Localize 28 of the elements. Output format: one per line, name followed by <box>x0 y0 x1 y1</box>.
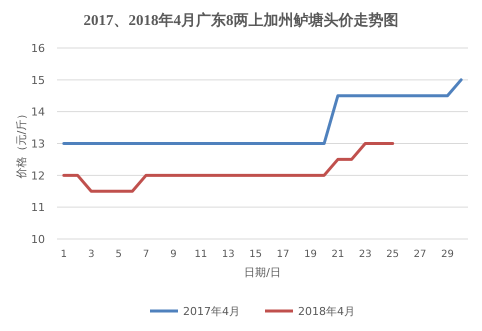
y-tick-label: 16 <box>31 42 45 55</box>
x-tick-label: 27 <box>414 249 426 260</box>
x-tick-label: 29 <box>441 249 454 260</box>
y-axis-title: 价格（元/斤） <box>15 108 28 180</box>
y-tick-label: 15 <box>31 74 45 87</box>
x-tick-label: 5 <box>115 249 122 260</box>
legend-label: 2018年4月 <box>298 305 355 318</box>
x-tick-label: 11 <box>194 249 208 260</box>
y-tick-label: 13 <box>31 138 45 150</box>
x-tick-label: 23 <box>358 249 372 260</box>
x-axis-title: 日期/日 <box>244 266 281 279</box>
x-tick-label: 25 <box>386 249 400 260</box>
y-tick-label: 14 <box>31 106 45 119</box>
x-tick-label: 21 <box>331 249 344 260</box>
x-tick-label: 15 <box>249 249 262 260</box>
y-tick-label: 12 <box>31 169 45 182</box>
x-tick-label: 3 <box>88 249 94 260</box>
line-series <box>62 142 394 193</box>
x-tick-label: 19 <box>304 249 317 260</box>
legend-label: 2017年4月 <box>183 305 240 318</box>
x-tick-label: 17 <box>276 249 290 260</box>
x-tick-label: 7 <box>142 249 150 260</box>
chart-title: 2017、2018年4月广东8两上加州鲈塘头价走势图 <box>84 11 398 29</box>
y-tick-label: 11 <box>31 201 45 214</box>
x-tick-label: 1 <box>60 249 68 260</box>
y-tick-label: 10 <box>31 233 45 246</box>
x-tick-label: 9 <box>170 249 177 260</box>
x-tick-label: 13 <box>222 249 235 260</box>
